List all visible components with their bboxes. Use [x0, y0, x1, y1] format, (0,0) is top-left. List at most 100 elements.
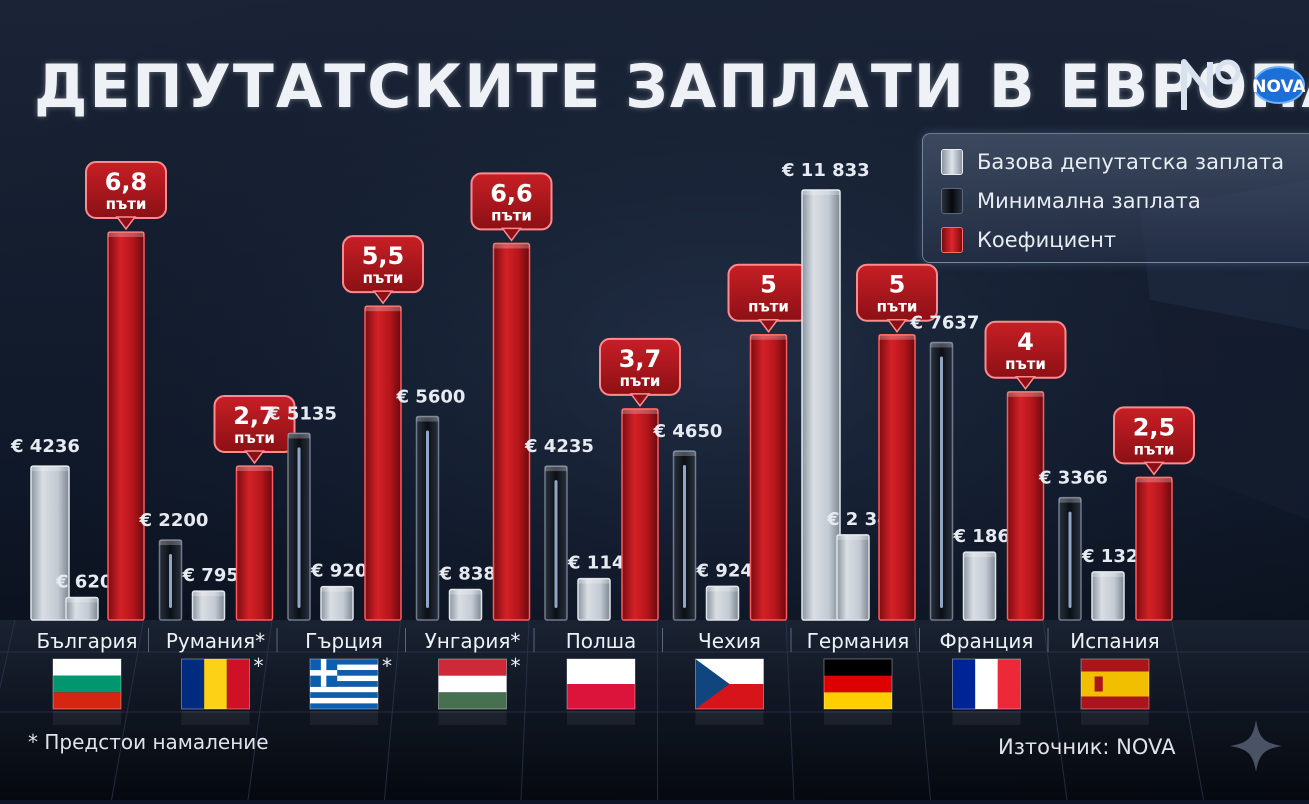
min-salary-bar [962, 551, 997, 621]
coefficient-unit: пъти [620, 372, 661, 390]
base-salary-bar [1058, 496, 1082, 621]
flag-asterisk: * [254, 654, 264, 678]
legend-swatch-base [941, 149, 963, 175]
coefficient-bar [749, 333, 788, 621]
coefficient-value: 6,8 [105, 168, 148, 196]
coefficient-unit: пъти [1134, 440, 1175, 458]
coefficient-bar [235, 465, 274, 621]
floor-line [111, 619, 144, 800]
min-salary-bar [1091, 571, 1125, 621]
base-salary-bar [672, 450, 697, 621]
min-salary-label: € 924 [696, 560, 753, 581]
coefficient-bar [492, 242, 531, 621]
flag-de [823, 658, 893, 725]
min-salary-bar [320, 585, 354, 621]
coefficient-unit: пъти [234, 429, 275, 447]
base-salary-label: € 4235 [524, 436, 594, 457]
floor-line [247, 619, 273, 800]
legend-item-min: Минимална заплата [941, 186, 1201, 216]
coefficient-bar [364, 305, 402, 621]
coefficient-value: 2,5 [1133, 413, 1176, 441]
flag-asterisk: * [382, 654, 392, 678]
coefficient-unit: пъти [106, 195, 147, 213]
base-salary-label: € 3366 [1038, 468, 1108, 489]
nova-logo: NOVA [1181, 59, 1305, 110]
coefficient-value: 3,7 [619, 345, 662, 373]
min-salary-label: € 620 [55, 571, 112, 592]
legend-label-base: Базова депутатска заплата [977, 150, 1285, 174]
flag-fr [952, 658, 1021, 725]
min-salary-label: € 920 [310, 561, 367, 582]
min-salary-bar [836, 534, 870, 621]
flag-bg [52, 658, 122, 725]
footnote: * Предстои намаление [28, 730, 269, 754]
legend-swatch-coef [941, 227, 963, 253]
category-label: Испания [1070, 629, 1159, 653]
legend-label-min: Минимална заплата [977, 189, 1201, 213]
base-salary-label: € 5135 [267, 403, 337, 424]
category-label: Полша [566, 629, 637, 653]
category-label: Румания* [166, 629, 265, 653]
coefficient-value: 5,5 [362, 242, 405, 270]
min-salary-bar [448, 588, 483, 621]
coefficient-value: 6,6 [490, 179, 533, 207]
floor-line [1171, 619, 1204, 800]
base-salary-bar [158, 539, 183, 621]
chart-title: ДЕПУТАТСКИТЕ ЗАПЛАТИ В ЕВРОПА [34, 52, 1309, 122]
min-salary-label: € 795 [182, 565, 239, 586]
category-label: Германия [807, 629, 910, 653]
logo-wordmark: NOVA [1252, 77, 1305, 97]
coefficient-bar [878, 333, 916, 621]
coefficient-bar [1006, 391, 1045, 621]
coefficient-value: 5 [760, 271, 777, 299]
flag-ro: * [181, 654, 264, 725]
base-salary-bar [929, 341, 954, 621]
coefficient-unit: пъти [877, 298, 918, 316]
sparkle-icon [1230, 720, 1282, 772]
legend-item-coef: Коефициент [941, 225, 1116, 255]
legend-swatch-min [941, 188, 963, 214]
base-salary-bar [415, 415, 440, 621]
min-salary-bar [65, 596, 99, 621]
category-label: Гърция [305, 629, 383, 653]
flag-hu: * [438, 654, 521, 725]
flag-cz [695, 658, 764, 725]
min-salary-bar [191, 590, 226, 621]
legend-item-base: Базова депутатска заплата [941, 147, 1284, 177]
coefficient-value: 5 [889, 271, 906, 299]
flag-pl [566, 658, 636, 725]
flag-asterisk: * [511, 654, 521, 678]
floor-line [1042, 619, 1068, 800]
coefficient-value: 2,7 [233, 402, 276, 430]
floor-line [0, 619, 16, 690]
coefficient-value: 4 [1017, 328, 1034, 356]
floor-line [785, 619, 795, 800]
min-salary-label: € 1867 [953, 526, 1023, 547]
min-salary-label: € 1323 [1081, 546, 1151, 567]
base-salary-bar [30, 465, 70, 621]
legend-label-coef: Коефициент [977, 228, 1117, 252]
base-salary-label: € 2200 [139, 510, 209, 531]
category-label: Чехия [698, 629, 761, 653]
min-salary-label: € 838 [439, 564, 496, 585]
floor-line [520, 619, 530, 800]
coefficient-unit: пъти [748, 298, 789, 316]
base-salary-bar [544, 465, 568, 621]
base-salary-label: € 4650 [653, 421, 723, 442]
coefficient-bar [1135, 476, 1173, 621]
floor-line [914, 619, 931, 800]
chart-legend: Базова депутатска заплата Минимална запл… [922, 133, 1309, 263]
base-salary-label: € 4236 [10, 436, 80, 457]
coefficient-unit: пъти [363, 269, 404, 287]
source-note: Източник: NOVA [998, 735, 1176, 759]
category-label: България [36, 629, 137, 653]
